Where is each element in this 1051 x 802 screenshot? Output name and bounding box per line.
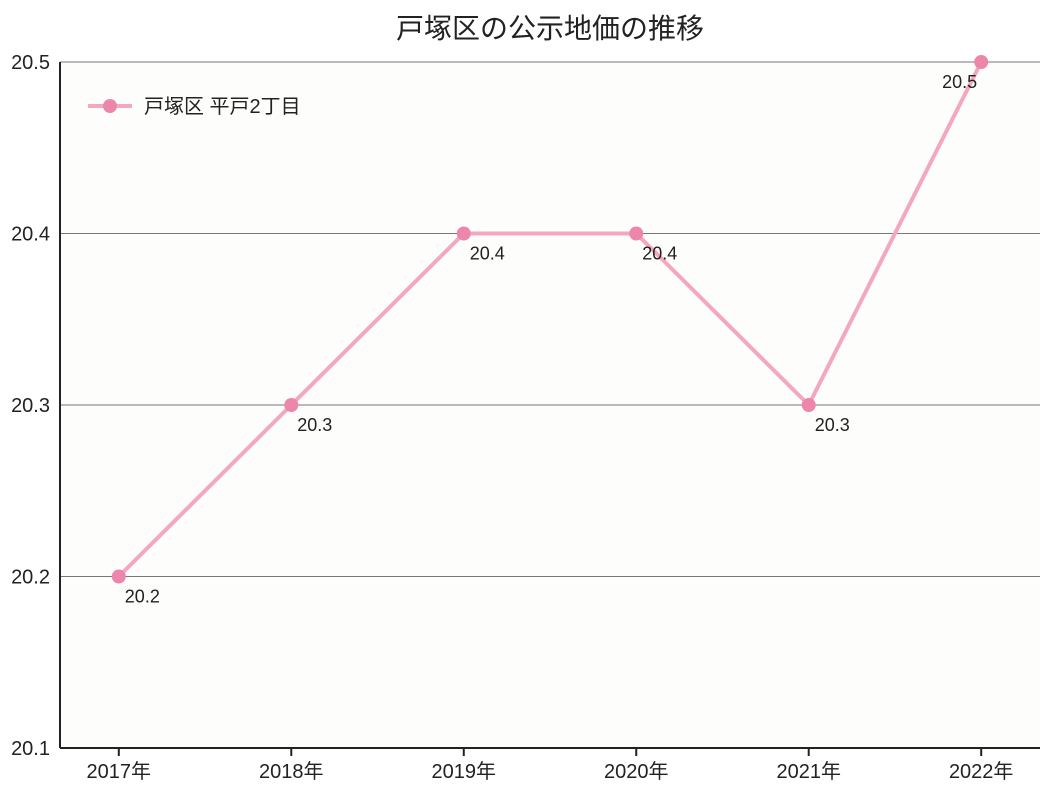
chart-container: 20.1 20.2 20.3 20.4 20.5 2017年 2018年 2019年 2020年… bbox=[0, 0, 1051, 802]
legend-label: 戸塚区 平戸2丁目 bbox=[144, 95, 301, 118]
data-point bbox=[629, 227, 643, 241]
data-label: 20.4 bbox=[642, 244, 677, 264]
x-tick-label: 2020年 bbox=[604, 760, 669, 783]
data-point bbox=[802, 398, 816, 412]
chart-title: 戸塚区の公示地価の推移 bbox=[396, 13, 704, 44]
data-label: 20.5 bbox=[942, 72, 977, 92]
y-tick-label: 20.4 bbox=[11, 224, 50, 246]
x-tick-label: 2018年 bbox=[259, 760, 324, 783]
line-chart: 20.1 20.2 20.3 20.4 20.5 2017年 2018年 2019年 2020年… bbox=[0, 0, 1051, 802]
data-label: 20.2 bbox=[125, 587, 160, 607]
data-label: 20.4 bbox=[470, 244, 505, 264]
data-label: 20.3 bbox=[297, 415, 332, 435]
x-tick-label: 2019年 bbox=[432, 760, 497, 783]
y-tick-label: 20.5 bbox=[11, 52, 50, 74]
legend-marker bbox=[103, 99, 117, 113]
data-point bbox=[112, 570, 126, 584]
x-tick-label: 2022年 bbox=[949, 760, 1014, 783]
data-point bbox=[457, 227, 471, 241]
y-tick-label: 20.2 bbox=[11, 567, 50, 589]
data-point bbox=[974, 55, 988, 69]
data-label: 20.3 bbox=[815, 415, 850, 435]
x-tick-label: 2021年 bbox=[776, 760, 841, 783]
data-point bbox=[284, 398, 298, 412]
y-tick-label: 20.3 bbox=[11, 395, 50, 417]
x-tick-label: 2017年 bbox=[87, 760, 152, 783]
y-tick-label: 20.1 bbox=[11, 738, 50, 760]
